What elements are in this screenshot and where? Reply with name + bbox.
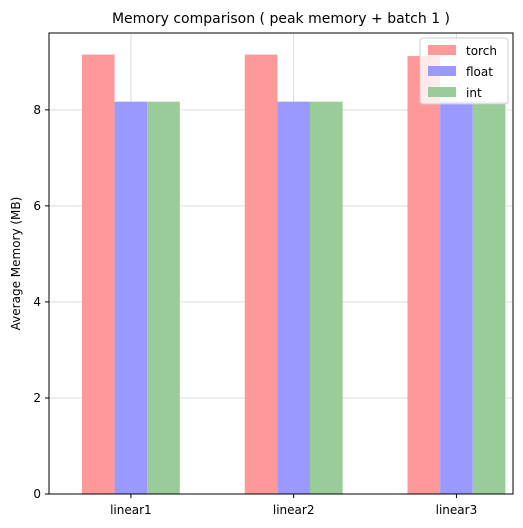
- bar-int-linear3: [472, 101, 506, 494]
- y-tick-label: 8: [33, 103, 41, 117]
- legend-label-int: int: [466, 86, 482, 100]
- bar-float-linear1: [114, 101, 148, 494]
- y-axis-label: Average Memory (MB): [9, 197, 23, 331]
- plot-frame: [48, 32, 514, 495]
- legend-swatch-int: [428, 87, 456, 97]
- y-tick-label: 0: [33, 487, 41, 501]
- bar-float-linear3: [440, 101, 473, 494]
- bar-torch-linear2: [244, 54, 278, 494]
- bar-torch-linear1: [81, 54, 115, 494]
- bar-int-linear2: [309, 101, 343, 494]
- x-tick-label-linear3: linear3: [436, 503, 478, 517]
- legend-swatch-float: [428, 66, 456, 76]
- bars-group: [81, 54, 506, 495]
- bar-int-linear1: [147, 101, 180, 494]
- legend-swatch-torch: [428, 45, 456, 55]
- y-axis-ticks: 0 2 4 6 8: [33, 103, 49, 501]
- x-tick-label-linear1: linear1: [110, 503, 152, 517]
- legend: torch float int: [419, 37, 509, 105]
- x-tick-label-linear2: linear2: [273, 503, 315, 517]
- x-axis-ticks: linear1 linear2 linear3: [110, 494, 477, 517]
- bar-torch-linear3: [407, 56, 441, 495]
- bar-float-linear2: [277, 101, 310, 494]
- legend-label-float: float: [466, 65, 493, 79]
- chart-title: Memory comparison ( peak memory + batch …: [112, 11, 450, 27]
- legend-label-torch: torch: [466, 44, 497, 58]
- y-tick-label: 2: [33, 391, 41, 405]
- y-tick-label: 6: [33, 199, 41, 213]
- y-tick-label: 4: [33, 295, 41, 309]
